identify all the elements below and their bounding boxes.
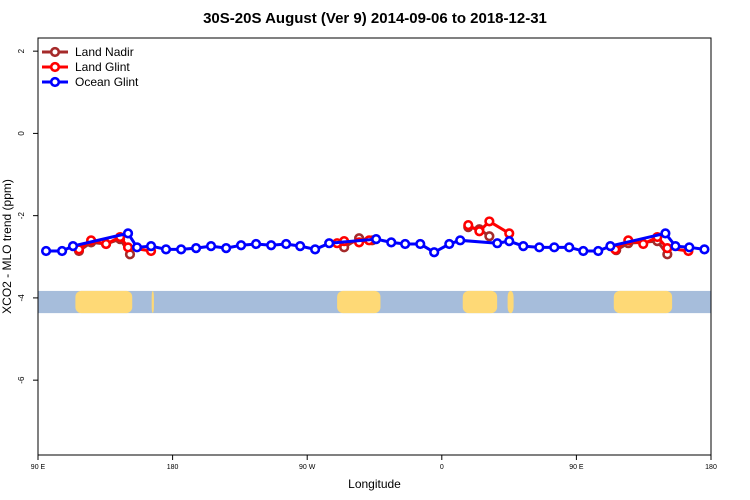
legend-item: Ocean Glint (42, 75, 139, 89)
data-point (386, 237, 397, 248)
data-point (660, 228, 671, 239)
data-point (484, 216, 495, 227)
data-point (463, 220, 474, 231)
data-point (221, 243, 232, 254)
data-point (684, 242, 695, 253)
map-band-land (507, 290, 514, 314)
data-point (455, 235, 466, 246)
data-point (492, 238, 503, 249)
y-tick-label: -2 (17, 212, 26, 220)
x-tick-label: 90 E (31, 464, 46, 471)
data-point (324, 238, 335, 249)
legend-label: Land Nadir (75, 45, 134, 59)
map-band-land (613, 290, 673, 314)
data-point (250, 238, 262, 250)
series-ocean-glint (40, 228, 710, 258)
series-line (467, 219, 511, 235)
data-point (474, 226, 485, 237)
x-tick-label: 180 (167, 464, 179, 471)
data-point (67, 240, 79, 252)
data-point (235, 240, 247, 251)
legend-label: Ocean Glint (75, 75, 139, 89)
data-point (100, 238, 112, 250)
data-point (145, 240, 157, 252)
x-tick-label: 180 (705, 464, 717, 471)
legend-marker (49, 76, 61, 88)
y-axis-label: XCO2 - MLO trend (ppm) (0, 179, 14, 314)
data-point (310, 244, 321, 255)
data-point (371, 233, 382, 245)
data-point (176, 244, 187, 255)
data-point (662, 243, 673, 254)
y-tick-label: -4 (17, 294, 26, 302)
map-band-land (337, 290, 381, 314)
y-tick-label: 2 (17, 48, 26, 53)
data-point (56, 245, 68, 257)
x-tick-label: 0 (440, 464, 444, 471)
data-point (415, 238, 426, 250)
data-point (484, 231, 495, 242)
data-point (444, 238, 455, 250)
data-point (190, 243, 202, 254)
legend-label: Land Glint (75, 60, 130, 74)
data-point (429, 247, 440, 258)
data-point (518, 240, 529, 252)
legend-item: Land Nadir (42, 45, 134, 59)
map-band-land (75, 290, 133, 314)
data-point (40, 245, 52, 257)
x-axis-label: Longitude (348, 477, 401, 491)
data-point (534, 242, 545, 253)
data-point (295, 240, 306, 252)
data-point (564, 242, 575, 253)
map-band-land (462, 290, 498, 314)
data-point (670, 240, 681, 252)
data-point (504, 236, 515, 247)
legend-marker (49, 61, 61, 73)
data-point (549, 242, 560, 253)
legend-item: Land Glint (42, 60, 130, 74)
data-point (578, 245, 589, 257)
chart-title: 30S-20S August (Ver 9) 2014-09-06 to 201… (203, 10, 547, 27)
data-point (400, 238, 411, 250)
y-tick-label: -6 (17, 376, 26, 384)
data-point (160, 244, 172, 255)
data-point (131, 242, 143, 253)
data-point (605, 240, 616, 252)
map-band-land (151, 290, 154, 314)
legend-marker (49, 46, 61, 58)
plot-frame (37, 37, 712, 456)
data-point (122, 228, 134, 239)
data-point (266, 240, 277, 251)
data-point (205, 240, 217, 252)
data-point (638, 238, 649, 250)
data-point (281, 238, 292, 250)
x-tick-label: 90 W (299, 464, 316, 471)
data-point (699, 244, 710, 255)
data-point (504, 228, 515, 239)
data-point (593, 245, 604, 257)
x-tick-label: 90 E (569, 464, 584, 471)
data-point (122, 242, 134, 253)
y-tick-label: 0 (17, 131, 26, 136)
